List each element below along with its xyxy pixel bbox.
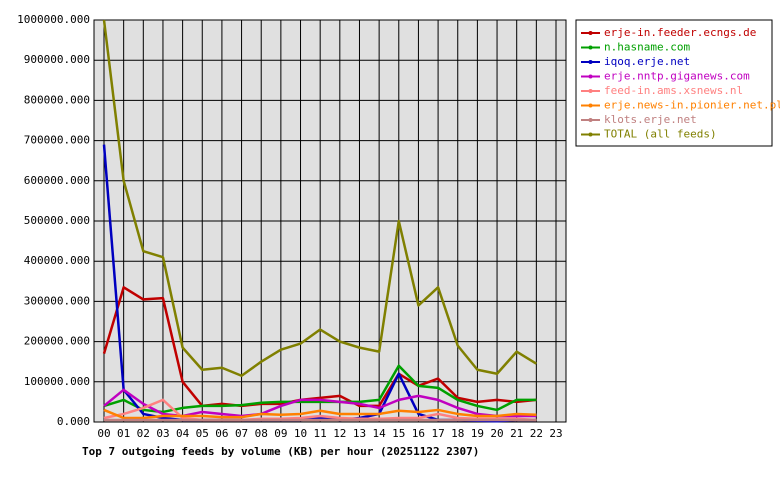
y-tick-label: 600000.000 <box>24 174 90 187</box>
legend-marker <box>588 31 593 35</box>
x-tick-label: 05 <box>196 427 209 440</box>
legend-label: feed-in.ams.xsnews.nl <box>604 84 743 97</box>
y-tick-label: 400000.000 <box>24 254 90 267</box>
x-tick-label: 13 <box>353 427 366 440</box>
x-tick-label: 07 <box>235 427 248 440</box>
series-line <box>102 286 537 408</box>
legend-marker <box>588 103 593 108</box>
x-tick-label: 10 <box>294 427 307 440</box>
x-tick-label: 09 <box>274 427 287 440</box>
x-tick-label: 21 <box>510 427 523 440</box>
legend-label: iqoq.erje.net <box>604 55 690 68</box>
x-tick-label: 12 <box>333 427 346 440</box>
y-tick-label: 1000000.000 <box>17 13 90 26</box>
series-line <box>103 364 537 414</box>
x-tick-label: 17 <box>431 427 444 440</box>
legend-label: n.hasname.com <box>604 41 690 54</box>
y-tick-label: 200000.000 <box>24 335 90 348</box>
x-tick-label: 22 <box>530 427 543 440</box>
legend-marker <box>588 74 593 79</box>
x-tick-label: 14 <box>373 427 387 440</box>
legend-marker <box>588 45 593 50</box>
y-tick-label: 900000.000 <box>24 53 90 66</box>
legend-label: erje.nntp.giganews.com <box>604 70 750 83</box>
x-tick-label: 11 <box>314 427 327 440</box>
legend-marker <box>588 60 593 64</box>
chart-title: Top 7 outgoing feeds by volume (KB) per … <box>82 445 479 458</box>
legend-marker <box>588 89 593 93</box>
x-tick-label: 00 <box>97 427 110 440</box>
x-tick-label: 04 <box>176 427 190 440</box>
plot-border <box>93 19 567 423</box>
x-tick-label: 18 <box>451 427 464 440</box>
legend-label: erje.news-in.pionier.net.pl <box>604 99 780 112</box>
y-tick-label: 700000.000 <box>24 134 90 147</box>
legend-label: klots.erje.net <box>604 113 697 126</box>
series-line <box>102 19 538 378</box>
x-tick-label: 08 <box>255 427 268 440</box>
x-tick-label: 01 <box>117 427 130 440</box>
legend-marker <box>588 132 593 137</box>
y-tick-label: 800000.000 <box>24 93 90 106</box>
legend-box <box>575 19 773 147</box>
x-tick-label: 20 <box>490 427 503 440</box>
x-tick-label: 02 <box>137 427 150 440</box>
legend-label: TOTAL (all feeds) <box>604 128 717 141</box>
legend-marker <box>588 118 593 122</box>
y-tick-label: 0.000 <box>57 415 90 428</box>
legend-label: erje-in.feeder.ecngs.de <box>604 26 756 39</box>
x-tick-label: 23 <box>549 427 562 440</box>
series-line <box>103 398 537 422</box>
x-tick-label: 19 <box>471 427 484 440</box>
series-line <box>103 408 537 420</box>
x-tick-label: 06 <box>215 427 228 440</box>
y-tick-label: 100000.000 <box>24 375 90 388</box>
x-tick-label: 16 <box>412 427 425 440</box>
x-tick-label: 03 <box>156 427 169 440</box>
y-tick-label: 500000.000 <box>24 214 90 227</box>
x-tick-label: 15 <box>392 427 405 440</box>
y-tick-label: 300000.000 <box>24 294 90 307</box>
